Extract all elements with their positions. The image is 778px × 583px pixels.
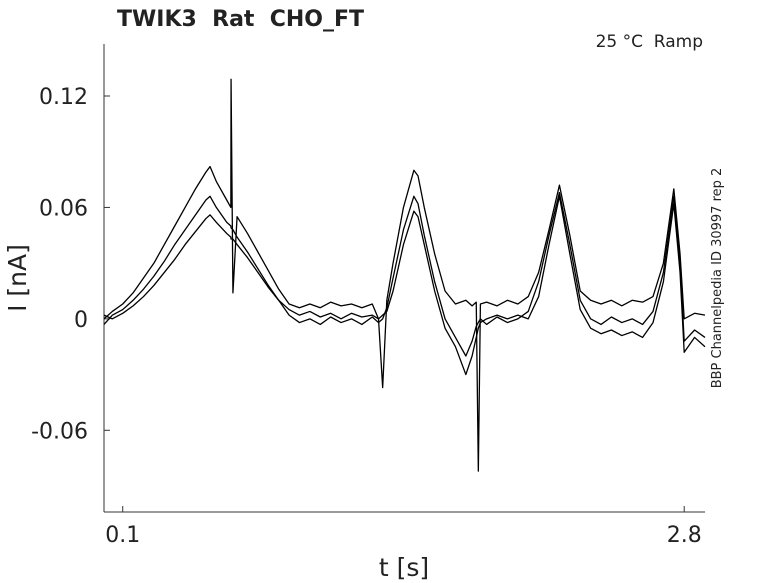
trace-line xyxy=(103,195,706,376)
y-axis-label: I [nA] xyxy=(3,244,32,312)
x-tick-label: 2.8 xyxy=(667,523,702,548)
trace-line xyxy=(103,191,706,357)
trace-line xyxy=(103,78,706,472)
y-tick-label: -0.06 xyxy=(31,419,88,444)
x-axis-label: t [s] xyxy=(379,553,429,582)
y-tick-label: 0.06 xyxy=(39,196,88,221)
annotation: 25 °C Ramp xyxy=(596,32,703,52)
chart-title: TWIK3 Rat CHO_FT xyxy=(117,7,364,32)
y-tick-label: 0.12 xyxy=(39,85,88,110)
x-tick-label: 0.1 xyxy=(105,523,140,548)
side-label: BBP Channelpedia ID 30997 rep 2 xyxy=(710,168,725,389)
y-tick-label: 0 xyxy=(74,308,88,333)
